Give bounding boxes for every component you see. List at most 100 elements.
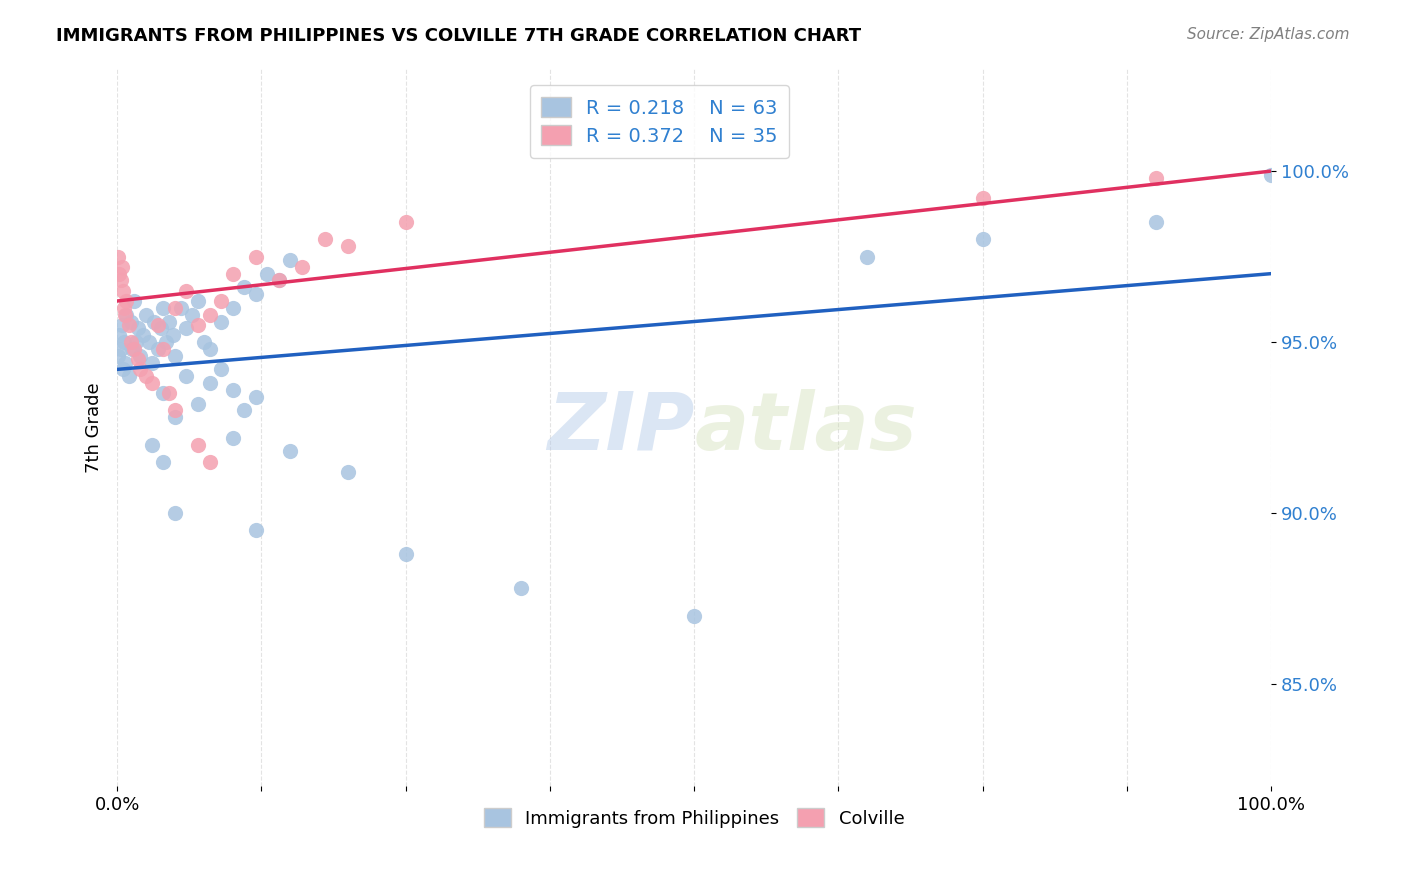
Point: [127, 321, 149, 335]
Point: [187, 396, 209, 410]
Point: [181, 308, 204, 322]
Text: IMMIGRANTS FROM PHILIPPINES VS COLVILLE 7TH GRADE CORRELATION CHART: IMMIGRANTS FROM PHILIPPINES VS COLVILLE …: [56, 27, 862, 45]
Point: [395, 215, 418, 229]
Point: [124, 334, 146, 349]
Point: [193, 334, 215, 349]
Point: [336, 465, 359, 479]
Point: [146, 318, 169, 332]
Point: [112, 334, 135, 349]
Point: [1144, 215, 1167, 229]
Point: [121, 342, 143, 356]
Point: [169, 301, 191, 315]
Point: [256, 267, 278, 281]
Point: [336, 239, 359, 253]
Point: [221, 383, 243, 397]
Point: [163, 301, 186, 315]
Text: ZIP: ZIP: [547, 389, 695, 467]
Point: [1144, 170, 1167, 185]
Point: [118, 318, 141, 332]
Point: [111, 362, 134, 376]
Point: [124, 293, 146, 308]
Point: [124, 342, 146, 356]
Point: [245, 287, 267, 301]
Point: [107, 250, 129, 264]
Point: [129, 349, 152, 363]
Point: [108, 267, 131, 281]
Point: [120, 334, 142, 349]
Point: [683, 608, 706, 623]
Point: [143, 314, 166, 328]
Point: [1260, 168, 1282, 182]
Point: [118, 369, 141, 384]
Y-axis label: 7th Grade: 7th Grade: [86, 382, 103, 473]
Point: [395, 547, 418, 561]
Point: [157, 386, 180, 401]
Point: [187, 293, 209, 308]
Point: [120, 314, 142, 328]
Point: [163, 410, 186, 425]
Point: [129, 362, 152, 376]
Point: [176, 321, 198, 335]
Point: [135, 369, 157, 384]
Point: [221, 267, 243, 281]
Point: [127, 352, 149, 367]
Point: [198, 342, 221, 356]
Point: [163, 403, 186, 417]
Point: [115, 308, 138, 322]
Point: [108, 328, 131, 343]
Point: [245, 523, 267, 537]
Point: [112, 301, 135, 315]
Point: [152, 455, 174, 469]
Point: [110, 273, 132, 287]
Point: [146, 342, 169, 356]
Point: [209, 293, 232, 308]
Point: [209, 314, 232, 328]
Point: [107, 349, 129, 363]
Point: [221, 431, 243, 445]
Point: [157, 314, 180, 328]
Point: [115, 293, 138, 308]
Point: [233, 403, 256, 417]
Point: [163, 506, 186, 520]
Point: [152, 301, 174, 315]
Point: [152, 342, 174, 356]
Point: [163, 349, 186, 363]
Point: [267, 273, 290, 287]
Point: [245, 250, 267, 264]
Point: [198, 376, 221, 390]
Point: [162, 328, 184, 343]
Point: [138, 334, 160, 349]
Point: [111, 284, 134, 298]
Point: [155, 334, 177, 349]
Point: [510, 581, 533, 595]
Point: [114, 355, 136, 369]
Point: [198, 308, 221, 322]
Point: [176, 369, 198, 384]
Point: [141, 355, 163, 369]
Text: atlas: atlas: [695, 389, 917, 467]
Point: [209, 362, 232, 376]
Point: [278, 252, 301, 267]
Point: [233, 280, 256, 294]
Point: [291, 260, 314, 274]
Point: [187, 318, 209, 332]
Point: [972, 232, 994, 246]
Point: [856, 250, 879, 264]
Text: Source: ZipAtlas.com: Source: ZipAtlas.com: [1187, 27, 1350, 42]
Legend: Immigrants from Philippines, Colville: Immigrants from Philippines, Colville: [477, 801, 912, 835]
Point: [131, 328, 153, 343]
Point: [141, 437, 163, 451]
Point: [278, 444, 301, 458]
Point: [135, 308, 157, 322]
Point: [972, 191, 994, 205]
Point: [152, 386, 174, 401]
Point: [111, 318, 134, 332]
Point: [111, 260, 134, 274]
Point: [267, 273, 290, 287]
Point: [187, 437, 209, 451]
Point: [176, 284, 198, 298]
Point: [245, 390, 267, 404]
Point: [110, 342, 132, 356]
Point: [198, 455, 221, 469]
Point: [314, 232, 336, 246]
